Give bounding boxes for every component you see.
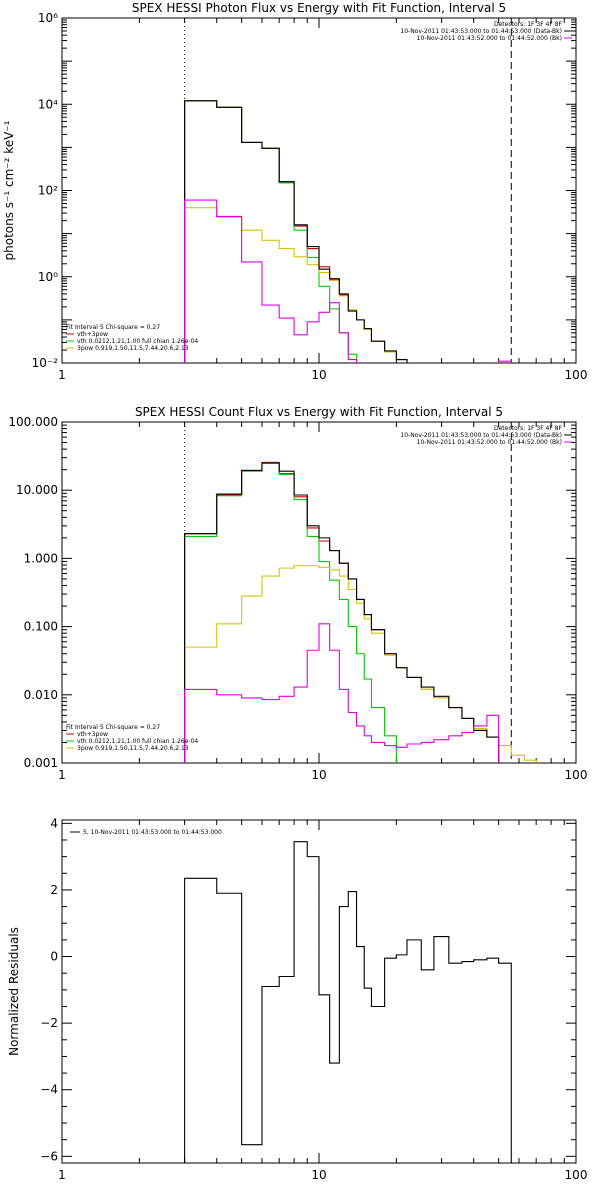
photon-flux-y-axis-label: photons s⁻¹ cm⁻² keV⁻¹ [2,120,16,260]
fit-info-line: vth+3pow [77,331,108,338]
series-line-0 [184,100,408,363]
series-line-2 [184,565,537,763]
series-line-0 [184,461,500,763]
plot-frame [61,421,577,764]
series-line-1 [184,462,397,763]
legend-header: Detectors: 1F 3F 4F 8F [494,425,563,432]
y-tick-label: 10⁻² [32,356,59,370]
residuals-y-axis-label: Normalized Residuals [7,927,21,1056]
photon-flux-panel: SPEX HESSI Photon Flux vs Energy with Fi… [2,1,587,382]
x-tick-label: 1 [58,768,66,782]
x-tick-label: 100 [565,1168,588,1182]
x-tick-label: 10 [311,368,326,382]
x-tick-label: 100 [565,368,588,382]
legend-header: Detectors: 1F 3F 4F 8F [494,21,563,28]
fit-info-line: 3pow 0.919,1.50,11.5,7.44,20.6,2.13 [77,745,189,752]
y-tick-label: 100.000 [8,415,58,429]
legend-entry-label: 10-Nov-2011 01:43:53.000 to 01:44:53.000… [400,432,562,439]
y-tick-label: 10² [38,184,58,198]
residuals-panel: Normalized Residuals 1 10 100 −6 −4 −2 0 2 4 5, 1… [7,816,587,1182]
series-line-2 [184,207,408,363]
fit-info-line: vth 0.0212,1.21,1.00 full chian 1.26e-04 [77,338,198,345]
y-tick-label: 0.010 [24,688,58,702]
y-tick-label: 10⁰ [38,270,58,284]
y-tick-label: 1.000 [24,551,58,565]
y-tick-label: 0.100 [24,620,58,634]
y-tick-label: −6 [40,1149,58,1163]
photon-flux-title: SPEX HESSI Photon Flux vs Energy with Fi… [132,1,506,15]
y-tick-label: 4 [50,816,58,830]
series-line-0 [184,841,512,1163]
legend-entry-label: 10-Nov-2011 01:43:53.000 to 01:44:53.000… [400,28,562,35]
y-tick-label: 10.000 [16,483,58,497]
series-line-3 [184,462,500,763]
count-flux-panel: SPEX HESSI Count Flux vs Energy with Fit… [8,405,587,782]
fit-info-line: vth 0.0212,1.21,1.00 full chian 1.26e-04 [77,738,198,745]
y-tick-label: 10⁶ [38,11,58,25]
fit-info-line: 3pow 0.919,1.50,11.5,7.44,20.6,2.13 [77,345,189,352]
legend-entry-label: 10-Nov-2011 01:43:52.000 to 01:44:52.000… [417,439,562,446]
x-tick-label: 1 [58,368,66,382]
fit-info-line: Fit Interval 5 Chi-square = 0.27 [66,324,160,331]
fit-info-line: Fit Interval 5 Chi-square = 0.27 [66,724,160,731]
y-tick-label: 0 [50,950,58,964]
series-line-4 [184,623,500,763]
fit-info-line: vth+3pow [77,731,108,738]
y-tick-label: −4 [40,1083,58,1097]
legend-entry-label: 5, 10-Nov-2011 01:43:53.000 to 01:44:53.… [83,829,222,836]
x-tick-label: 10 [311,768,326,782]
count-flux-title: SPEX HESSI Count Flux vs Energy with Fit… [135,405,503,419]
x-tick-label: 100 [565,768,588,782]
series-line-1 [184,100,358,363]
series-line-4 [184,199,512,363]
series-line-3 [184,100,422,363]
x-tick-label: 1 [58,1168,66,1182]
y-tick-label: 0.001 [24,756,58,770]
plot-frame [61,17,577,364]
y-tick-label: −2 [40,1016,58,1030]
y-tick-label: 2 [50,883,58,897]
y-tick-label: 10⁴ [38,97,58,111]
x-tick-label: 10 [311,1168,326,1182]
legend-entry-label: 10-Nov-2011 01:43:52.000 to 01:44:52.000… [417,35,562,42]
